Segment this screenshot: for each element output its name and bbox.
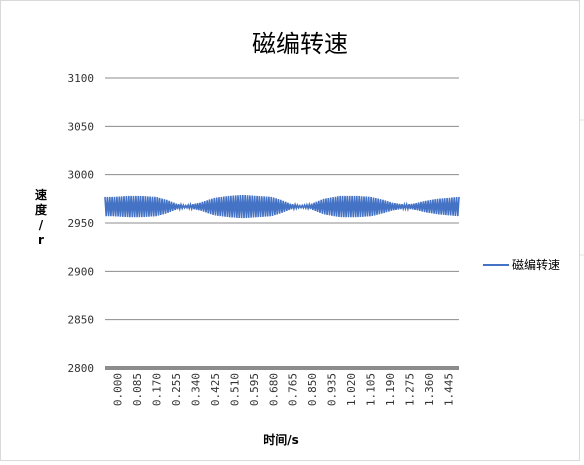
y-tick-label: 3050 xyxy=(68,120,95,133)
y-axis-tick-labels: 3100 3050 3000 2950 2900 2850 2800 xyxy=(68,72,95,375)
y-tick-label: 3000 xyxy=(68,169,95,182)
x-tick-label: 1.360 xyxy=(423,373,436,406)
x-tick-label: 0.850 xyxy=(306,373,319,406)
x-tick-label: 0.595 xyxy=(248,373,261,406)
x-tick-label: 0.255 xyxy=(170,373,183,406)
legend[interactable]: 磁编转速 xyxy=(483,257,560,272)
x-axis-title: 时间/s xyxy=(263,432,299,447)
x-tick-label: 0.935 xyxy=(326,373,339,406)
x-tick-label: 0.340 xyxy=(190,373,203,406)
x-tick-label: 0.000 xyxy=(112,373,125,406)
legend-series-label: 磁编转速 xyxy=(512,257,560,272)
y-tick-label: 2900 xyxy=(68,265,95,278)
x-tick-label: 1.105 xyxy=(365,373,378,406)
gridlines xyxy=(105,77,459,370)
y-axis-title: 速度/r xyxy=(35,187,48,247)
chart-title: 磁编转速 xyxy=(252,30,348,58)
x-tick-label: 0.170 xyxy=(151,373,164,406)
plot-area xyxy=(104,194,460,219)
x-tick-label: 1.190 xyxy=(384,373,397,406)
x-tick-label: 1.275 xyxy=(403,373,416,406)
x-axis-tick-labels: 0.000 0.085 0.170 0.255 0.340 0.425 0.510 0.595… xyxy=(112,373,456,406)
x-tick-label: 1.445 xyxy=(442,373,455,406)
x-tick-label: 1.020 xyxy=(345,373,358,406)
y-tick-label: 2850 xyxy=(68,314,95,327)
x-tick-label: 0.765 xyxy=(287,373,300,406)
y-tick-label: 2950 xyxy=(68,217,95,230)
y-tick-label: 2800 xyxy=(68,362,95,375)
x-tick-label: 0.085 xyxy=(131,373,144,406)
x-tick-label: 0.680 xyxy=(267,373,280,406)
x-tick-label: 0.510 xyxy=(228,373,241,406)
x-tick-label: 0.425 xyxy=(209,373,222,406)
series-line-magnetic-encoder-speed xyxy=(104,194,460,219)
y-tick-label: 3100 xyxy=(68,72,95,85)
